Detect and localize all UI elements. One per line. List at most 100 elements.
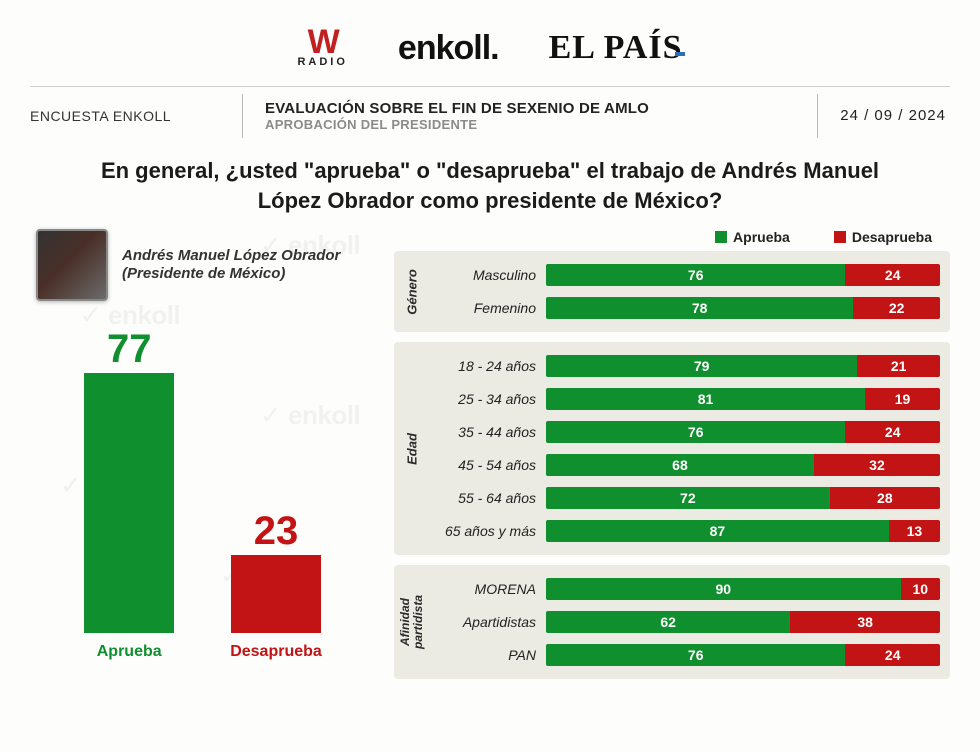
subheader-date: 24 / 09 / 2024	[840, 107, 950, 124]
seg-disapprove: 24	[845, 264, 940, 286]
legend-swatch	[715, 231, 727, 243]
subheader-title: EVALUACIÓN SOBRE EL FIN DE SEXENIO DE AM…	[265, 100, 805, 117]
content-area: Andrés Manuel López Obrador (Presidente …	[30, 229, 950, 739]
president-portrait	[36, 229, 108, 301]
seg-disapprove: 13	[889, 520, 940, 542]
seg-disapprove: 28	[830, 487, 940, 509]
subheader: ENCUESTA ENKOLL EVALUACIÓN SOBRE EL FIN …	[30, 86, 950, 144]
infographic-page: enkoll enkoll enkoll enkoll enkoll W RAD…	[0, 0, 980, 752]
logo-wradio-sub: RADIO	[297, 56, 347, 68]
legend-item: Aprueba	[715, 229, 790, 245]
row-bar: 8119	[546, 388, 940, 410]
seg-disapprove: 10	[901, 578, 940, 600]
seg-approve: 78	[546, 297, 853, 319]
main-bar-rect	[84, 373, 174, 633]
row-label: 65 años y más	[428, 523, 546, 539]
subheader-divider	[817, 94, 818, 138]
breakdown-row: MORENA9010	[428, 574, 940, 604]
group-title: Afinidadpartidista	[399, 595, 425, 649]
row-bar: 7624	[546, 421, 940, 443]
seg-disapprove: 24	[845, 421, 940, 443]
row-bar: 9010	[546, 578, 940, 600]
main-bar-value: 77	[107, 329, 152, 369]
breakdown-groups: GéneroMasculino7624Femenino7822Edad18 - …	[394, 251, 950, 679]
group-title: Género	[405, 269, 420, 315]
breakdown-row: 18 - 24 años7921	[428, 351, 940, 381]
breakdown-row: 45 - 54 años6832	[428, 450, 940, 480]
group-title: Edad	[405, 433, 420, 465]
breakdown-row: 35 - 44 años7624	[428, 417, 940, 447]
breakdown-row: 25 - 34 años8119	[428, 384, 940, 414]
main-bar-label: Desaprueba	[230, 643, 322, 661]
main-bar-label: Aprueba	[97, 643, 162, 661]
logos-row: W RADIO enkoll EL PAÍS	[30, 18, 950, 78]
seg-disapprove: 38	[790, 611, 940, 633]
seg-disapprove: 22	[853, 297, 940, 319]
seg-approve: 87	[546, 520, 889, 542]
seg-approve: 62	[546, 611, 790, 633]
portrait-name: Andrés Manuel López Obrador	[122, 247, 340, 266]
logo-wradio: W RADIO	[297, 28, 347, 69]
seg-disapprove: 32	[814, 454, 940, 476]
legend-item: Desaprueba	[834, 229, 932, 245]
row-bar: 7624	[546, 644, 940, 666]
logo-enkoll: enkoll	[398, 29, 499, 68]
main-bar-desaprueba: 23 Desaprueba	[230, 511, 322, 661]
row-bar: 7822	[546, 297, 940, 319]
seg-approve: 76	[546, 644, 845, 666]
breakdown-row: Apartidistas6238	[428, 607, 940, 637]
seg-disapprove: 19	[865, 388, 940, 410]
breakdown-row: PAN7624	[428, 640, 940, 670]
row-label: 55 - 64 años	[428, 490, 546, 506]
breakdown-row: Femenino7822	[428, 293, 940, 323]
group: Edad18 - 24 años792125 - 34 años811935 -…	[394, 342, 950, 555]
main-bar-chart: 77 Aprueba 23 Desaprueba	[36, 331, 370, 661]
logo-elpais: EL PAÍS	[549, 29, 683, 67]
seg-approve: 76	[546, 421, 845, 443]
seg-disapprove: 21	[857, 355, 940, 377]
legend-swatch	[834, 231, 846, 243]
legend-label: Aprueba	[733, 229, 790, 245]
group: GéneroMasculino7624Femenino7822	[394, 251, 950, 332]
row-label: 25 - 34 años	[428, 391, 546, 407]
logo-elpais-text: EL PAÍS	[549, 29, 683, 66]
seg-approve: 90	[546, 578, 901, 600]
group: AfinidadpartidistaMORENA9010Apartidistas…	[394, 565, 950, 679]
seg-approve: 76	[546, 264, 845, 286]
portrait-row: Andrés Manuel López Obrador (Presidente …	[36, 229, 370, 301]
left-column: Andrés Manuel López Obrador (Presidente …	[30, 229, 370, 739]
main-bar-rect	[231, 555, 321, 633]
seg-approve: 81	[546, 388, 865, 410]
subheader-mid: EVALUACIÓN SOBRE EL FIN DE SEXENIO DE AM…	[265, 100, 805, 132]
subheader-subtitle: APROBACIÓN DEL PRESIDENTE	[265, 117, 805, 132]
row-label: 35 - 44 años	[428, 424, 546, 440]
row-bar: 7228	[546, 487, 940, 509]
row-label: Femenino	[428, 300, 546, 316]
row-label: Masculino	[428, 267, 546, 283]
seg-approve: 68	[546, 454, 814, 476]
row-bar: 7921	[546, 355, 940, 377]
row-label: 18 - 24 años	[428, 358, 546, 374]
row-label: MORENA	[428, 581, 546, 597]
breakdown-row: Masculino7624	[428, 260, 940, 290]
row-bar: 6832	[546, 454, 940, 476]
row-bar: 7624	[546, 264, 940, 286]
main-bar-value: 23	[254, 511, 299, 551]
legend-label: Desaprueba	[852, 229, 932, 245]
row-label: 45 - 54 años	[428, 457, 546, 473]
portrait-caption: Andrés Manuel López Obrador (Presidente …	[122, 247, 340, 285]
row-label: PAN	[428, 647, 546, 663]
subheader-divider	[242, 94, 243, 138]
right-column: ApruebaDesaprueba GéneroMasculino7624Fem…	[394, 229, 950, 739]
legend-row: Aprueba Desaprueba	[394, 229, 950, 245]
logo-wradio-main: W	[308, 28, 338, 57]
seg-disapprove: 24	[845, 644, 940, 666]
portrait-role: (Presidente de México)	[122, 265, 340, 284]
row-bar: 8713	[546, 520, 940, 542]
row-label: Apartidistas	[428, 614, 546, 630]
main-bar-aprueba: 77 Aprueba	[84, 329, 174, 661]
breakdown-row: 65 años y más8713	[428, 516, 940, 546]
row-bar: 6238	[546, 611, 940, 633]
breakdown-row: 55 - 64 años7228	[428, 483, 940, 513]
seg-approve: 72	[546, 487, 830, 509]
